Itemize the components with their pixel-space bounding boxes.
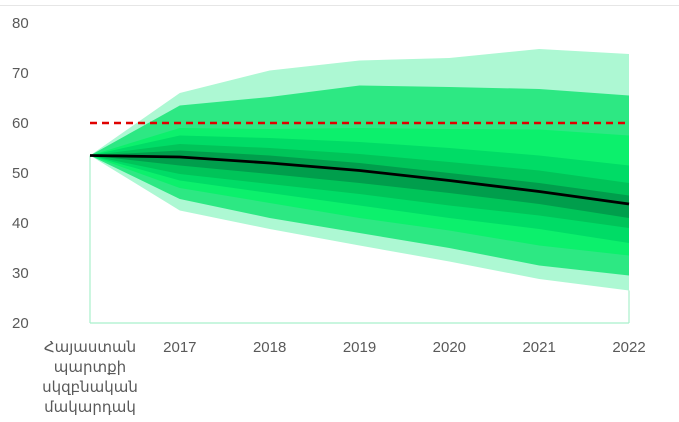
fan-band-6: [90, 150, 629, 218]
y-tick-label: 60: [12, 115, 29, 132]
y-tick-label: 80: [12, 15, 29, 32]
x-tick-label: 2019: [343, 339, 376, 356]
x-tick-label: Հայաստան: [44, 339, 136, 356]
axes: [89, 155, 630, 324]
y-tick-label: 50: [12, 165, 29, 182]
x-tick-label: պարտքի: [54, 359, 126, 376]
y-tick-label: 30: [12, 265, 29, 282]
y-tick-label: 40: [12, 215, 29, 232]
x-axis-ticks: Հայաստան պարտքի սկզբնական մակարդակ 2017 2018 2…: [42, 339, 646, 416]
x-tick-label: 2020: [433, 339, 466, 356]
series-lines: [89, 121, 630, 206]
y-tick-label: 70: [12, 65, 29, 82]
x-tick-label: սկզբնական: [42, 379, 138, 396]
baseline-line: [89, 154, 630, 206]
y-tick-label: 20: [12, 315, 29, 332]
y-axis-ticks: 20 30 40 50 60 70 80: [12, 15, 29, 332]
x-tick-label: 2017: [163, 339, 196, 356]
x-tick-label: 2021: [522, 339, 555, 356]
x-tick-label: մակարդակ: [44, 399, 136, 416]
x-tick-label: 2018: [253, 339, 286, 356]
x-tick-label: 2022: [612, 339, 645, 356]
